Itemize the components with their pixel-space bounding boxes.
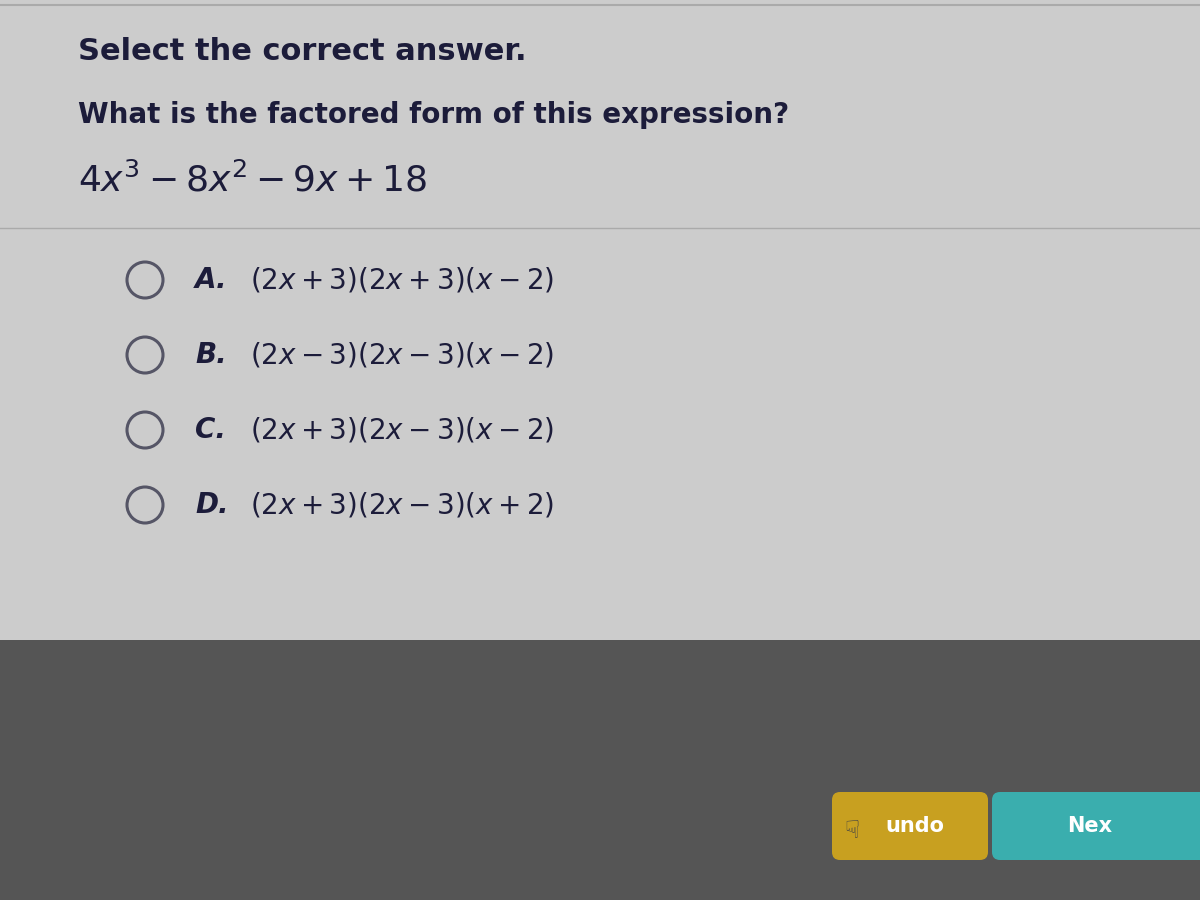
Text: B.: B. — [194, 341, 227, 369]
Polygon shape — [0, 640, 1200, 900]
Text: Nex: Nex — [1068, 816, 1112, 836]
Text: $(2x + 3)(2x - 3)(x + 2)$: $(2x + 3)(2x - 3)(x + 2)$ — [250, 491, 554, 519]
Text: What is the factored form of this expression?: What is the factored form of this expres… — [78, 101, 790, 129]
Text: Select the correct answer.: Select the correct answer. — [78, 38, 527, 67]
Text: A.: A. — [194, 266, 228, 294]
Text: ☟: ☟ — [845, 819, 859, 843]
Text: D.: D. — [194, 491, 228, 519]
Polygon shape — [0, 0, 1200, 640]
FancyBboxPatch shape — [992, 792, 1200, 860]
Text: $(2x + 3)(2x - 3)(x - 2)$: $(2x + 3)(2x - 3)(x - 2)$ — [250, 416, 554, 445]
FancyBboxPatch shape — [832, 792, 988, 860]
Text: $(2x - 3)(2x - 3)(x - 2)$: $(2x - 3)(2x - 3)(x - 2)$ — [250, 340, 554, 370]
Text: undo: undo — [886, 816, 944, 836]
Text: C.: C. — [194, 416, 226, 444]
Text: $(2x + 3)(2x + 3)(x - 2)$: $(2x + 3)(2x + 3)(x - 2)$ — [250, 266, 554, 294]
Text: $4x^3 - 8x^2 - 9x + 18$: $4x^3 - 8x^2 - 9x + 18$ — [78, 162, 427, 198]
